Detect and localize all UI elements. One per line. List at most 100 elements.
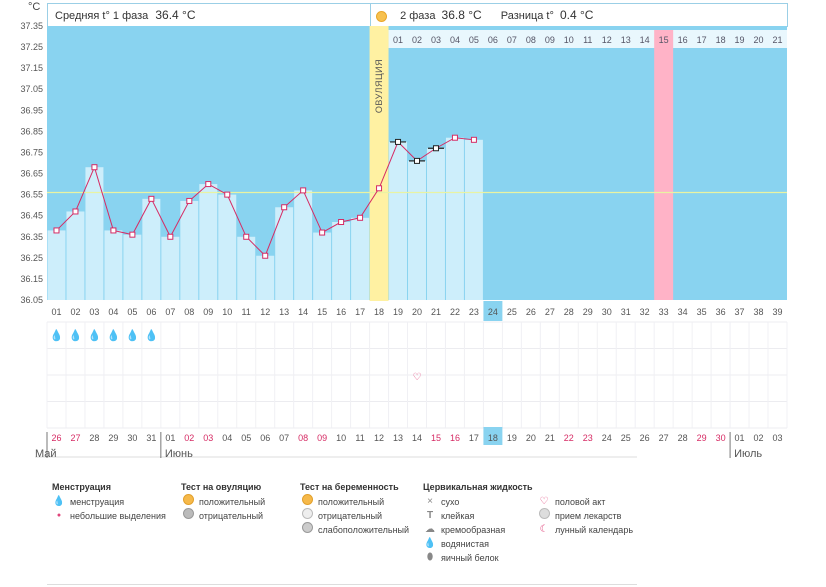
cycle-day-label: 10 — [222, 307, 232, 317]
cycle-day-label: 24 — [488, 307, 498, 317]
legend-item: лунный календарь — [555, 525, 634, 535]
legend-title-ovulation-test: Тест на овуляцию — [181, 482, 262, 492]
date-label: 14 — [412, 433, 422, 443]
legend-title-menstruation: Менструация — [52, 482, 111, 492]
cycle-day-label: 19 — [393, 307, 403, 317]
temp-point — [470, 136, 477, 143]
cycle-day-label: 03 — [89, 307, 99, 317]
legend-item: положительный — [318, 497, 385, 507]
date-label: 29 — [108, 433, 118, 443]
y-tick-label: 36.45 — [20, 211, 43, 221]
cycle-day-label: 35 — [697, 307, 707, 317]
temp-bar — [351, 217, 370, 300]
egg-white-icon: ⬮ — [426, 552, 434, 563]
menstruation-icon: 💧 — [88, 329, 102, 342]
cycle-day-label: 31 — [621, 307, 631, 317]
temp-point — [186, 197, 193, 204]
date-label: 28 — [678, 433, 688, 443]
temp-point — [262, 252, 269, 259]
date-label: 01 — [735, 433, 745, 443]
pill-icon — [538, 508, 550, 519]
date-label: 19 — [507, 433, 517, 443]
cycle-day-label: 04 — [108, 307, 118, 317]
legend-title-pregnancy-test: Тест на беременность — [300, 482, 399, 492]
ovulation-sun-icon — [376, 10, 387, 22]
temp-bar — [180, 200, 199, 300]
cycle-day-label: 29 — [583, 307, 593, 317]
temp-point — [110, 227, 117, 234]
phase2-day-label: 01 — [393, 35, 403, 45]
cycle-day-label: 12 — [260, 307, 270, 317]
legend-item: отрицательный — [318, 511, 383, 521]
creamy-icon: ☁ — [425, 524, 435, 535]
temp-point — [414, 157, 420, 164]
heart-icon: ♡ — [539, 496, 549, 507]
temp-point — [395, 138, 402, 145]
y-tick-label: 36.65 — [20, 169, 43, 179]
date-label: 09 — [317, 433, 327, 443]
y-tick-label: 36.85 — [20, 126, 43, 136]
cycle-day-label: 28 — [564, 307, 574, 317]
temp-point — [243, 233, 250, 240]
y-tick-label: 36.35 — [20, 232, 43, 242]
date-label: 30 — [127, 433, 137, 443]
temp-point — [281, 204, 288, 211]
y-tick-label: 37.35 — [20, 21, 43, 31]
date-label: 18 — [488, 433, 498, 443]
phase2-value: 36.8 °C — [441, 8, 482, 22]
date-label: 04 — [222, 433, 232, 443]
date-label: 17 — [469, 433, 479, 443]
legend-other: ♡ половой акт прием лекарств ☾ лунный кале… — [537, 495, 633, 537]
phase2-day-label: 06 — [488, 35, 498, 45]
cycle-day-label: 32 — [640, 307, 650, 317]
cycle-day-label: 33 — [659, 307, 669, 317]
temp-bar — [199, 184, 218, 300]
date-label: 16 — [450, 433, 460, 443]
date-label: 27 — [70, 433, 80, 443]
temp-bar — [408, 160, 426, 300]
cycle-day-label: 34 — [678, 307, 688, 317]
temp-bar — [66, 211, 85, 300]
phase1-header: Средняя t° 1 фаза 36.4 °C — [47, 3, 371, 27]
phase2-day-label: 21 — [773, 35, 783, 45]
phase2-day-strip — [388, 30, 787, 48]
phase2-day-label: 18 — [716, 35, 726, 45]
temp-bar — [256, 255, 275, 300]
temp-point — [357, 214, 364, 221]
date-label: 11 — [355, 433, 364, 443]
temp-bar — [464, 139, 483, 300]
temp-bar — [389, 141, 408, 300]
temp-bar — [445, 137, 464, 300]
cycle-day-label: 17 — [355, 307, 365, 317]
ovulation-positive-icon — [182, 494, 194, 505]
cycle-day-label: 05 — [127, 307, 137, 317]
temp-bar — [237, 236, 256, 300]
temp-bar — [426, 148, 445, 300]
temp-bar — [85, 167, 104, 300]
temp-point — [432, 145, 439, 152]
cycle-day-label: 01 — [51, 307, 61, 317]
phase2-day-label: 13 — [621, 35, 631, 45]
temp-bar — [294, 190, 313, 300]
legend-item: кремообразная — [441, 525, 506, 535]
phase2-day-label: 16 — [678, 35, 688, 45]
pregnancy-positive-icon — [301, 494, 313, 505]
cycle-day-label: 20 — [412, 307, 422, 317]
date-label: 26 — [51, 433, 61, 443]
phase2-day-label: 05 — [469, 35, 479, 45]
cycle-day-label: 02 — [70, 307, 80, 317]
temp-point — [319, 229, 326, 236]
temp-bar — [47, 230, 66, 300]
temp-point — [205, 181, 212, 188]
date-label: 15 — [431, 433, 441, 443]
cycle-day-label: 23 — [469, 307, 479, 317]
cycle-day-label: 21 — [431, 307, 441, 317]
legend-item: водянистая — [441, 539, 490, 549]
menstruation-icon: 💧 — [69, 329, 83, 342]
today-marker — [483, 301, 503, 321]
legend-pregnancy-test: Тест на беременность положительный отриц… — [300, 482, 409, 537]
watery-icon: 💧 — [423, 538, 437, 549]
cycle-day-label: 30 — [602, 307, 612, 317]
legend-item: небольшие выделения — [70, 511, 166, 521]
phase2-day-label: 17 — [697, 35, 707, 45]
